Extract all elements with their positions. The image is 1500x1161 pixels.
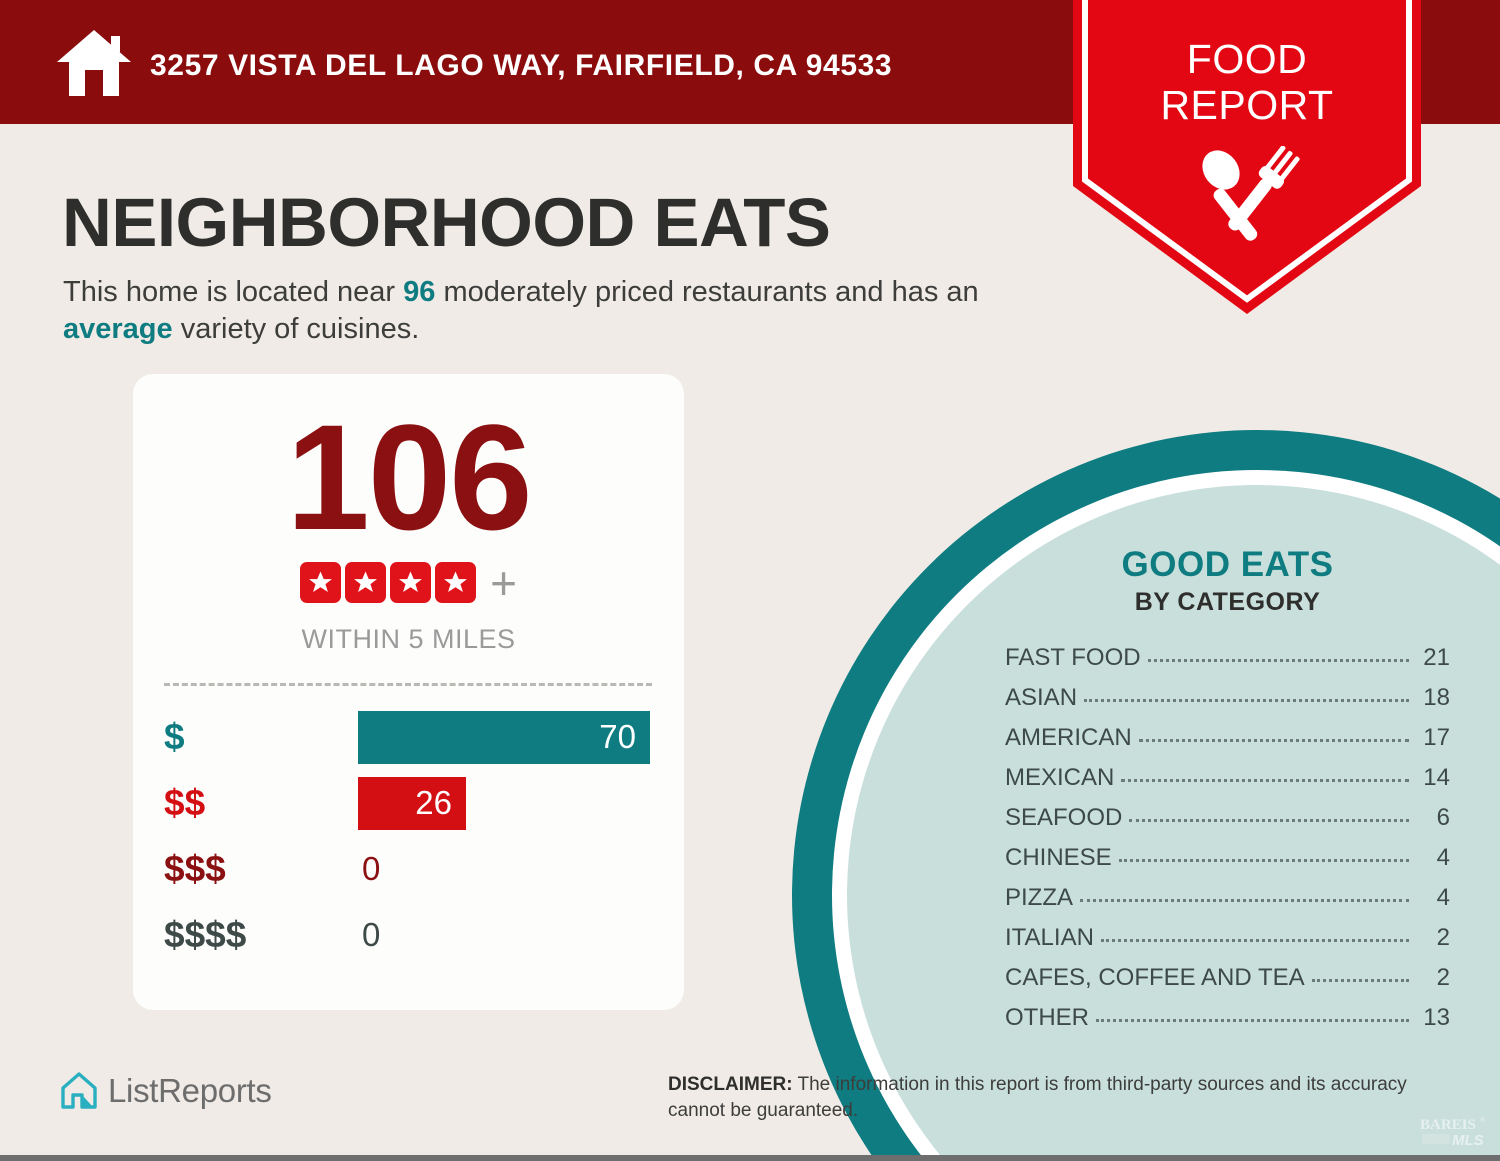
svg-text:BAREIS: BAREIS [1420,1117,1476,1133]
restaurant-score-card: 106 + WITHIN 5 MILES $70 $$ 26 $$$ 0 $$$$ 0 [133,374,684,1010]
subtitle-restaurant-count: 96 [403,276,436,308]
good-eats-category: FAST FOOD [1005,644,1141,671]
good-eats-value: 4 [1436,844,1450,871]
good-eats-row: OTHER 13 [1005,1004,1450,1044]
good-eats-row: SEAFOOD 6 [1005,804,1450,844]
star-badge [345,562,387,603]
good-eats-row: ASIAN 18 [1005,684,1450,724]
good-eats-category: PIZZA [1005,884,1074,911]
leader-dots [1118,857,1409,862]
page-subtitle: This home is located near 96 moderately … [63,274,1043,348]
price-tier-row: $$ 26 [133,770,684,836]
leader-dots [1084,697,1409,702]
leader-dots [1080,897,1409,902]
leader-dots [1129,817,1409,822]
price-tier-bar-area: 26 [358,776,466,830]
star-plus-sign: + [490,556,517,609]
star-glyph [399,571,423,592]
svg-text:MLS: MLS [1452,1132,1484,1148]
good-eats-category: MEXICAN [1005,764,1115,791]
good-eats-value: 21 [1423,644,1450,671]
leader-dots [1311,977,1409,982]
good-eats-category: SEAFOOD [1005,804,1123,831]
star-glyph [354,571,378,592]
good-eats-category: ASIAN [1005,684,1078,711]
star-glyph [444,571,468,592]
good-eats-row: AMERICAN 17 [1005,724,1450,764]
good-eats-row: CAFES, COFFEE AND TEA 2 [1005,964,1450,1004]
restaurant-count: 106 [286,393,532,561]
price-tier-value: 0 [362,850,381,887]
good-eats-category: ITALIAN [1005,924,1094,951]
price-tier-row: $$$ 0 [133,836,684,902]
leader-dots [1096,1017,1409,1022]
price-tier-row: $70 [133,704,684,770]
price-tier-label: $$$ [164,848,226,889]
price-tier-bar: 70 [358,710,650,764]
good-eats-value: 4 [1436,884,1450,911]
star-glyph [309,571,333,592]
subtitle-variety-level: average [63,313,173,345]
property-address: 3257 VISTA DEL LAGO WAY, FAIRFIELD, CA 9… [150,49,893,82]
listreports-house-icon [61,1072,97,1109]
good-eats-value: 18 [1423,684,1450,711]
good-eats-row: CHINESE 4 [1005,844,1450,884]
price-tier-label: $$$$ [164,914,247,955]
good-eats-category: CHINESE [1005,844,1112,871]
leader-dots [1147,657,1409,662]
subtitle-part-3: variety of cuisines. [172,313,420,345]
price-tier-label: $ [164,716,185,757]
good-eats-row: ITALIAN 2 [1005,924,1450,964]
good-eats-category: CAFES, COFFEE AND TEA [1005,964,1305,991]
good-eats-value: 13 [1423,1004,1450,1031]
good-eats-value: 6 [1436,804,1450,831]
price-tier-chart: $70 $$ 26 $$$ 0 $$$$ 0 [133,704,684,968]
good-eats-row: MEXICAN 14 [1005,764,1450,804]
listreports-logo[interactable]: ListReports [60,1071,272,1111]
price-tier-row: $$$$ 0 [133,902,684,968]
bareis-mls-watermark: BAREIS ® MLS [1420,1116,1486,1148]
good-eats-value: 14 [1423,764,1450,791]
subtitle-part-2: moderately priced restaurants and has an [435,276,979,308]
good-eats-value: 2 [1436,964,1450,991]
food-report-badge: FOOD REPORT [1073,0,1421,314]
good-eats-title: GOOD EATS [1121,545,1334,584]
good-eats-row: FAST FOOD 21 [1005,644,1450,684]
price-tier-label: $$ [164,782,206,823]
star-badge [390,562,432,603]
good-eats-list: FAST FOOD 21 ASIAN 18 AMERICAN 17 MEXICAN 14 SEA… [1005,644,1450,1044]
star-rating: + [133,556,684,609]
disclaimer-label: DISCLAIMER: [668,1074,793,1095]
leader-dots [1121,777,1409,782]
home-icon [57,30,131,96]
bottom-strip [0,1155,1500,1161]
listreports-wordmark: ListReports [108,1072,272,1109]
price-tier-bar-area: 0 [358,843,380,896]
good-eats-value: 17 [1423,724,1450,751]
star-badge [435,562,477,603]
price-tier-value: 0 [362,916,381,953]
good-eats-category: OTHER [1005,1004,1089,1031]
radius-label: WITHIN 5 MILES [301,624,516,654]
good-eats-subtitle: BY CATEGORY [1134,588,1321,616]
price-tier-bar-area: 0 [358,909,380,962]
disclaimer-body: The information in this report is from t… [668,1074,1407,1121]
price-tier-bar: 26 [358,776,466,830]
page-title: NEIGHBORHOOD EATS [62,184,831,261]
subtitle-part-1: This home is located near [63,276,404,308]
leader-dots [1100,937,1409,942]
good-eats-row: PIZZA 4 [1005,884,1450,924]
disclaimer: DISCLAIMER: The information in this repo… [668,1072,1458,1124]
good-eats-panel: GOOD EATS BY CATEGORY FAST FOOD 21 ASIAN 18… [1005,545,1450,1044]
spoon-fork-icon [1202,146,1300,241]
leader-dots [1138,737,1409,742]
good-eats-category: AMERICAN [1005,724,1132,751]
price-tier-bar-area: 70 [358,710,650,764]
badge-shape [1073,0,1421,314]
card-divider [164,683,652,686]
good-eats-value: 2 [1436,924,1450,951]
svg-text:®: ® [1480,1116,1486,1124]
star-badge [300,562,342,603]
